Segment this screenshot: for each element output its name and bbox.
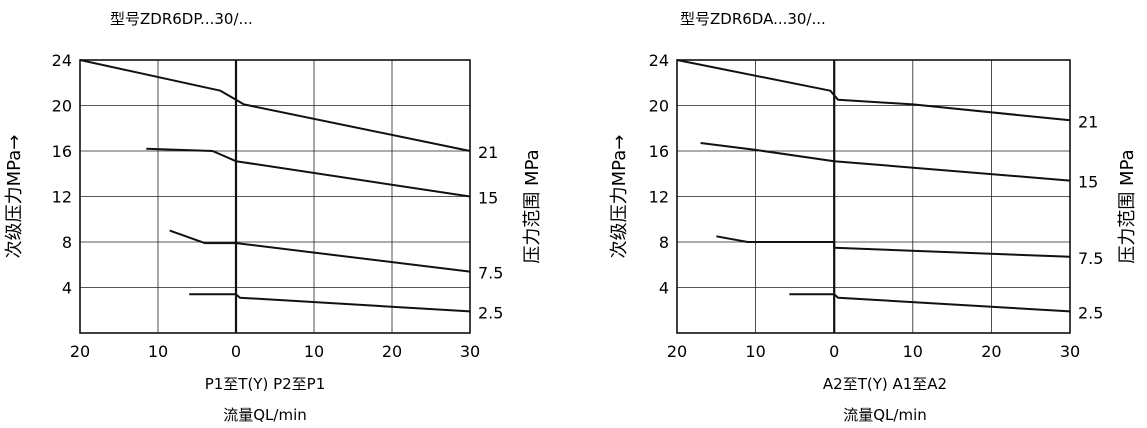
y-axis-label: 次级压力MPa→: [4, 135, 25, 259]
x-axis-label: 流量QL/min: [223, 406, 307, 424]
y-tick-label: 8: [659, 233, 669, 252]
y-tick-label: 20: [52, 97, 72, 116]
y-tick-label: 16: [52, 142, 72, 161]
y-tick-label: 24: [52, 51, 72, 70]
flow-direction-caption: A2至T(Y) A1至A2: [823, 375, 947, 393]
y-tick-label: 8: [62, 233, 72, 252]
y-tick-label: 20: [649, 97, 669, 116]
pressure-range-label: 压力范围 MPa: [522, 149, 543, 263]
range-label: 15: [478, 189, 498, 208]
y-axis-label: 次级压力MPa→: [609, 135, 630, 259]
series-line-15: [701, 143, 1070, 181]
x-tick-label: 10: [745, 342, 765, 361]
x-tick-label: 10: [148, 342, 168, 361]
x-tick-label: 0: [231, 342, 241, 361]
series-line-2_5: [789, 294, 1070, 311]
series-line-7_5: [170, 231, 470, 272]
x-tick-label: 10: [903, 342, 923, 361]
series-line-7_5: [716, 236, 1070, 256]
range-label: 7.5: [478, 264, 503, 283]
range-label: 2.5: [1078, 303, 1103, 322]
chart-panel-2: 型号ZDR6DA...30/... 4 8 12 16 20 24 20 10 0 10 20 30 21…: [609, 10, 1138, 424]
range-label: 21: [478, 143, 498, 162]
x-tick-label: 10: [304, 342, 324, 361]
range-label: 7.5: [1078, 249, 1103, 268]
chart-panel-1: 型号ZDR6DP...30/... 4 8 12 16 20 24 20 10 0 10 20 30 21…: [4, 10, 543, 424]
x-tick-label: 20: [981, 342, 1001, 361]
range-label: 2.5: [478, 303, 503, 322]
range-label: 15: [1078, 173, 1098, 192]
x-axis-label: 流量QL/min: [843, 406, 927, 424]
y-tick-label: 12: [649, 188, 669, 207]
pressure-range-label: 压力范围 MPa: [1117, 149, 1138, 263]
series-line-21: [677, 60, 1070, 120]
y-tick-label: 16: [649, 142, 669, 161]
y-tick-label: 12: [52, 188, 72, 207]
x-tick-label: 0: [829, 342, 839, 361]
x-tick-label: 20: [70, 342, 90, 361]
chart-title: 型号ZDR6DP...30/...: [110, 10, 253, 28]
y-tick-label: 4: [62, 279, 72, 298]
range-label: 21: [1078, 112, 1098, 131]
x-tick-label: 30: [1060, 342, 1080, 361]
x-tick-label: 20: [382, 342, 402, 361]
flow-direction-caption: P1至T(Y) P2至P1: [205, 375, 326, 393]
y-tick-label: 4: [659, 279, 669, 298]
series-line-15: [146, 149, 470, 197]
chart-title: 型号ZDR6DA...30/...: [680, 10, 826, 28]
x-tick-label: 20: [667, 342, 687, 361]
y-tick-label: 24: [649, 51, 669, 70]
series-line-2_5: [189, 294, 470, 311]
x-tick-label: 30: [460, 342, 480, 361]
